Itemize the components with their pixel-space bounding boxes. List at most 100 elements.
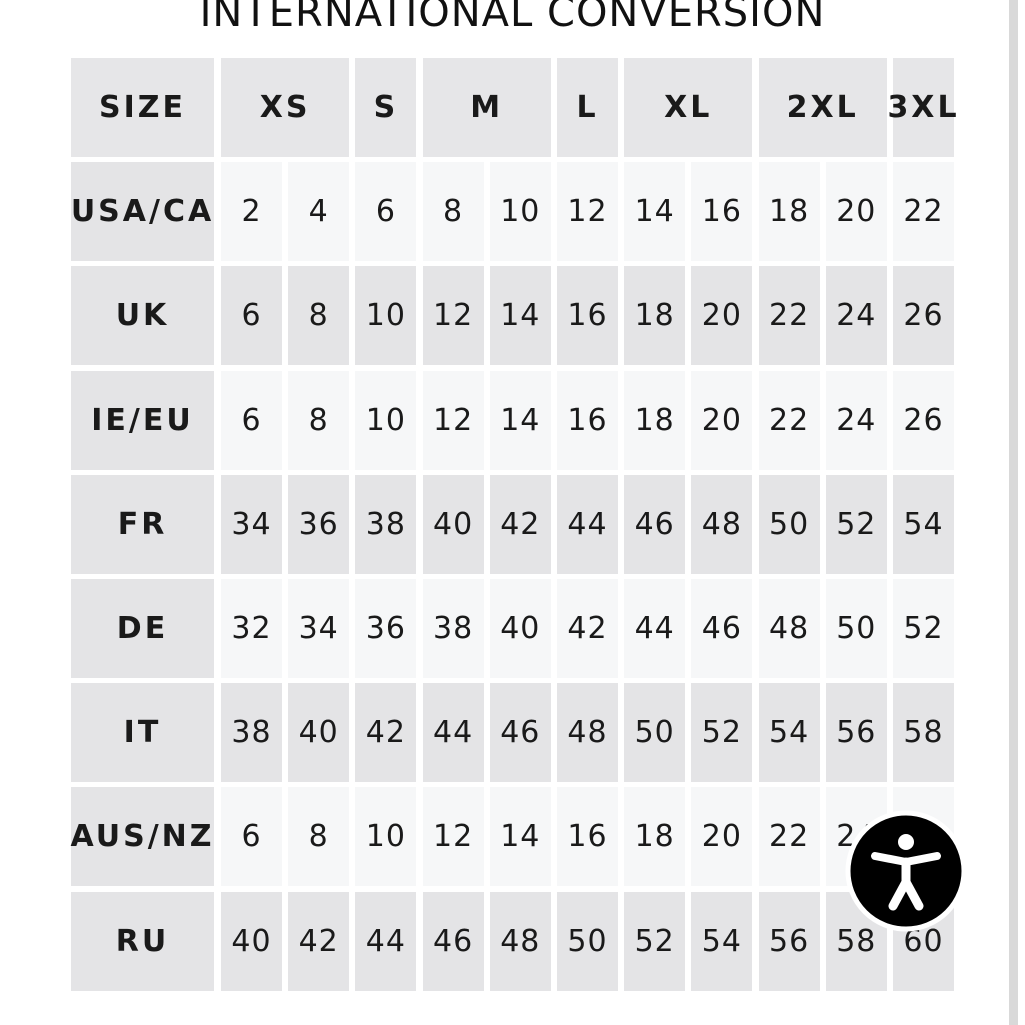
row-label: USA/CA — [71, 162, 214, 262]
size-cell: 48 — [557, 683, 618, 783]
header-cell: 2XL — [758, 58, 887, 157]
scrollbar — [1009, 0, 1018, 1025]
size-cell: 38 — [422, 579, 484, 678]
size-cell: 42 — [355, 683, 417, 783]
size-cell: 20 — [825, 162, 887, 262]
header-cell: 3XL — [887, 58, 957, 157]
size-cell: 12 — [422, 370, 484, 470]
size-cell: 48 — [758, 579, 820, 678]
size-cell: 16 — [557, 266, 618, 366]
size-cell: 32 — [221, 579, 282, 678]
size-cell: 44 — [355, 891, 417, 991]
size-cell: 42 — [557, 579, 618, 678]
size-cell: 18 — [758, 162, 820, 262]
size-cell: 16 — [557, 370, 618, 470]
size-cell: 8 — [422, 162, 484, 262]
size-cell: 50 — [624, 683, 686, 783]
size-cell: 40 — [288, 683, 350, 783]
size-cell: 40 — [221, 891, 282, 991]
size-cell: 6 — [221, 787, 282, 887]
size-cell: 50 — [758, 474, 820, 574]
title: INTERNATIONAL CONVERSION — [199, 0, 826, 36]
size-cell: 42 — [288, 891, 350, 991]
size-cell: 26 — [893, 370, 954, 470]
size-cell: 22 — [758, 266, 820, 366]
header-cell: SIZE — [71, 58, 214, 157]
size-cell: 44 — [422, 683, 484, 783]
header-cell: XL — [624, 58, 753, 157]
size-cell: 12 — [422, 787, 484, 887]
size-cell: 14 — [624, 162, 686, 262]
size-cell: 40 — [422, 474, 484, 574]
size-cell: 40 — [489, 579, 551, 678]
size-cell: 54 — [691, 891, 753, 991]
size-cell: 8 — [288, 787, 350, 887]
size-cell: 54 — [893, 474, 954, 574]
row-label: IE/EU — [71, 370, 214, 470]
size-cell: 52 — [825, 474, 887, 574]
size-cell: 52 — [691, 683, 753, 783]
size-cell: 46 — [624, 474, 686, 574]
size-cell: 10 — [355, 370, 417, 470]
size-cell: 56 — [758, 891, 820, 991]
row-label: IT — [71, 683, 214, 783]
size-cell: 12 — [557, 162, 618, 262]
size-cell: 18 — [624, 370, 686, 470]
size-cell: 52 — [893, 579, 954, 678]
size-cell: 16 — [691, 162, 753, 262]
size-cell: 46 — [691, 579, 753, 678]
size-cell: 36 — [355, 579, 417, 678]
row-label: RU — [71, 891, 214, 991]
size-cell: 4 — [288, 162, 350, 262]
size-cell: 18 — [624, 787, 686, 887]
size-cell: 46 — [489, 683, 551, 783]
accessibility-button[interactable] — [845, 810, 967, 932]
size-cell: 34 — [221, 474, 282, 574]
size-cell: 50 — [825, 579, 887, 678]
size-cell: 14 — [489, 266, 551, 366]
size-cell: 22 — [758, 370, 820, 470]
size-cell: 24 — [825, 266, 887, 366]
size-cell: 50 — [557, 891, 618, 991]
size-cell: 42 — [489, 474, 551, 574]
size-cell: 20 — [691, 266, 753, 366]
size-cell: 14 — [489, 370, 551, 470]
size-cell: 16 — [557, 787, 618, 887]
size-cell: 10 — [489, 162, 551, 262]
size-cell: 8 — [288, 370, 350, 470]
size-cell: 48 — [691, 474, 753, 574]
size-cell: 12 — [422, 266, 484, 366]
header-cell: M — [422, 58, 551, 157]
size-cell: 20 — [691, 370, 753, 470]
size-cell: 48 — [489, 891, 551, 991]
header-cell: XS — [221, 58, 350, 157]
size-cell: 2 — [221, 162, 282, 262]
size-cell: 22 — [893, 162, 954, 262]
size-cell: 22 — [758, 787, 820, 887]
size-cell: 20 — [691, 787, 753, 887]
row-label: AUS/NZ — [70, 787, 214, 887]
row-label: DE — [71, 579, 214, 678]
size-cell: 6 — [221, 370, 282, 470]
size-cell: 46 — [422, 891, 484, 991]
size-cell: 54 — [758, 683, 820, 783]
size-cell: 44 — [624, 579, 686, 678]
size-cell: 26 — [893, 266, 954, 366]
size-cell: 6 — [221, 266, 282, 366]
size-cell: 38 — [355, 474, 417, 574]
size-cell: 8 — [288, 266, 350, 366]
header-cell: L — [557, 58, 618, 157]
header-cell: S — [355, 58, 417, 157]
size-cell: 6 — [355, 162, 417, 262]
size-cell: 56 — [825, 683, 887, 783]
row-label: FR — [71, 474, 214, 574]
row-label: UK — [71, 266, 214, 366]
size-cell: 10 — [355, 266, 417, 366]
size-cell: 34 — [288, 579, 350, 678]
size-cell: 44 — [557, 474, 618, 574]
size-cell: 36 — [288, 474, 350, 574]
size-cell: 10 — [355, 787, 417, 887]
size-cell: 58 — [893, 683, 954, 783]
